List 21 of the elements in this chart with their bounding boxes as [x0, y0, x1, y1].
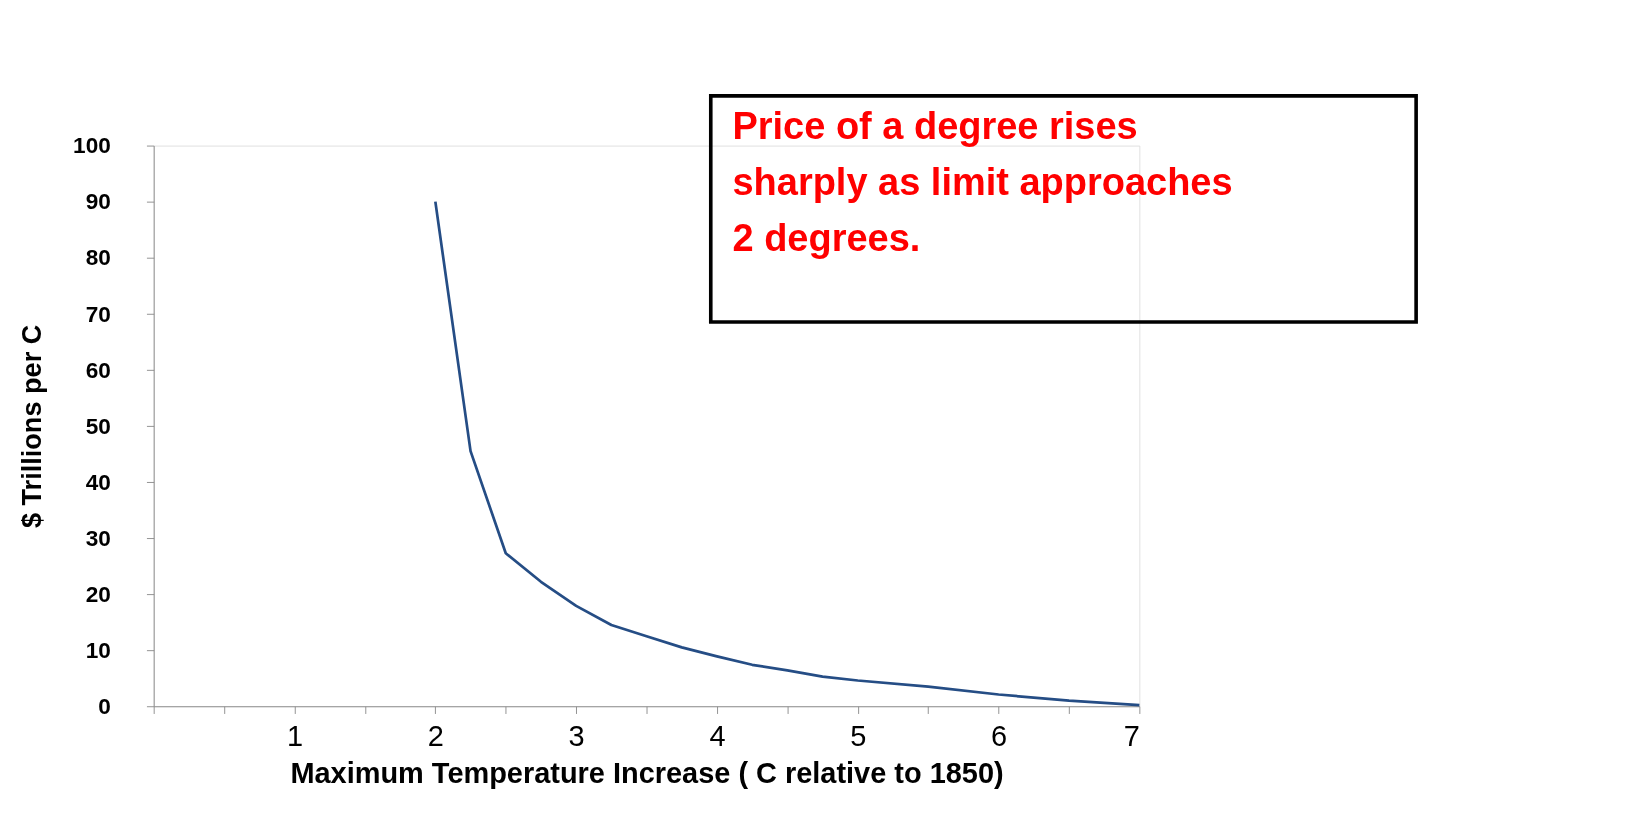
x-axis-title: Maximum Temperature Increase ( C relative to 1850) [290, 756, 1004, 789]
y-axis-title: $ Trillions per C [15, 324, 47, 529]
y-tick-label: 0 [98, 693, 111, 719]
x-tick-label: 1 [286, 719, 304, 752]
annotation: Price of a degree rises sharply as limit approaches 2 degrees. [732, 105, 1233, 260]
y-tick-label: 90 [85, 189, 111, 215]
x-tick-label: 5 [850, 719, 867, 752]
y-tick-label: 60 [85, 357, 111, 383]
x-tick-label: 2 [427, 719, 444, 752]
y-tick-label: 10 [85, 637, 111, 663]
y-tick-label: 70 [85, 301, 111, 327]
x-tick-label: 3 [568, 719, 585, 752]
y-tick-label: 100 [73, 133, 111, 159]
x-tick-label: 6 [991, 719, 1008, 752]
y-tick-label: 20 [85, 581, 111, 607]
x-tick-label: 7 [1123, 719, 1140, 752]
y-tick-label: 40 [85, 469, 111, 495]
y-tick-label: 50 [85, 413, 111, 439]
y-tick-label: 30 [85, 525, 111, 551]
x-tick-label: 4 [709, 719, 726, 752]
y-tick-label: 80 [85, 245, 111, 271]
